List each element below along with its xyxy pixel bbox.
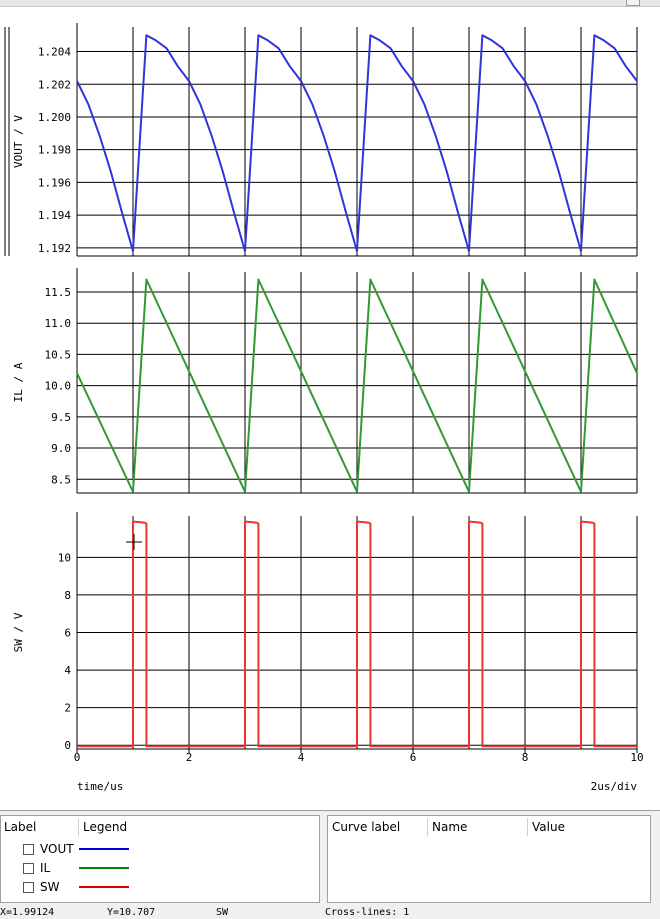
sw-checkbox[interactable] [23,881,34,893]
curve-info-panel: Curve label Name Value [327,815,651,903]
col-value: Value [532,820,565,834]
vout-legend-line [79,848,129,850]
series-line-il [76,278,638,493]
y-tick-label: 2 [64,702,71,715]
y-tick-label: 1.196 [38,176,71,189]
y-tick-label: 1.204 [38,46,71,59]
x-tick-label: 2 [186,751,193,764]
il-legend-line [79,867,129,869]
vout-checkbox[interactable] [23,843,34,855]
x-scale-label: 2us/div [591,780,638,793]
y-tick-label: 9.0 [51,442,71,455]
legend-item-il-label: IL [40,861,51,875]
series-line-sw [77,520,637,748]
legend-header-divider [78,818,79,836]
waveform-viewer[interactable]: 1.204 1.202 1.200 1.198 1.196 1.194 1.192 VOUT … [0,0,660,811]
x-tick-label: 4 [298,751,305,764]
series-line-vout [76,34,638,253]
sw-legend-line [79,886,129,888]
status-bar: X=1.99124 Y=10.707 SW Cross-lines: 1 [0,906,660,919]
status-y-readout: Y=10.707 [107,907,156,918]
legend-item-il[interactable]: IL [23,859,50,877]
il-checkbox[interactable] [23,862,34,874]
y-tick-label: 10.5 [45,348,72,361]
y-tick-label: 11.0 [45,317,72,330]
close-icon[interactable] [626,0,640,6]
legend-header-label: Label [4,820,37,834]
col-curve-label: Curve label [332,820,401,834]
y-tick-label: 1.198 [38,144,71,157]
y-tick-label: 4 [64,664,71,677]
legend-panel: Label Legend VOUT IL SW [0,815,320,903]
y-tick-label: 1.202 [38,78,71,91]
chart-panel-2: 11.5 11.0 10.5 10.0 9.5 9.0 8.5 IL / A [12,268,638,494]
y-tick-label: 1.200 [38,111,71,124]
waveform-plot[interactable]: 1.204 1.202 1.200 1.198 1.196 1.194 1.192 VOUT … [0,0,660,810]
y-tick-label: 10.0 [45,380,72,393]
y-tick-label: 6 [64,627,71,640]
chart-panel-3: 10 8 6 4 2 0 SW / V 0 2 4 6 8 10 time/us 2us/div [12,512,644,793]
y-axis-title: VOUT / V [12,115,25,168]
x-tick-label: 10 [630,751,643,764]
x-axis-title: time/us [77,780,123,793]
y-tick-label: 11.5 [45,286,72,299]
status-x-readout: X=1.99124 [0,907,55,918]
status-cursor-mode: Cross-lines: 1 [325,907,410,918]
y-axis-title: SW / V [12,612,25,652]
legend-item-vout-label: VOUT [40,842,74,856]
x-tick-label: 8 [522,751,529,764]
y-tick-label: 1.194 [38,209,71,222]
y-tick-label: 8 [64,589,71,602]
col-name: Name [432,820,468,834]
chart-panel-1: 1.204 1.202 1.200 1.198 1.196 1.194 1.192 VOUT … [12,23,638,257]
y-tick-label: 9.5 [51,411,71,424]
window-top-strip [0,0,660,7]
y-axis-title: IL / A [12,362,25,402]
y-tick-label: 0 [64,739,71,752]
legend-item-sw-label: SW [40,880,60,894]
y-tick-label: 8.5 [51,473,71,486]
y-tick-label: 1.192 [38,242,71,255]
x-tick-label: 0 [74,751,81,764]
legend-item-sw[interactable]: SW [23,878,59,896]
legend-header-legend: Legend [83,820,128,834]
col-divider-2 [527,818,528,836]
x-tick-label: 6 [410,751,417,764]
status-signal: SW [216,907,229,918]
col-divider-1 [427,818,428,836]
legend-item-vout[interactable]: VOUT [23,840,74,858]
y-tick-label: 10 [58,551,71,564]
